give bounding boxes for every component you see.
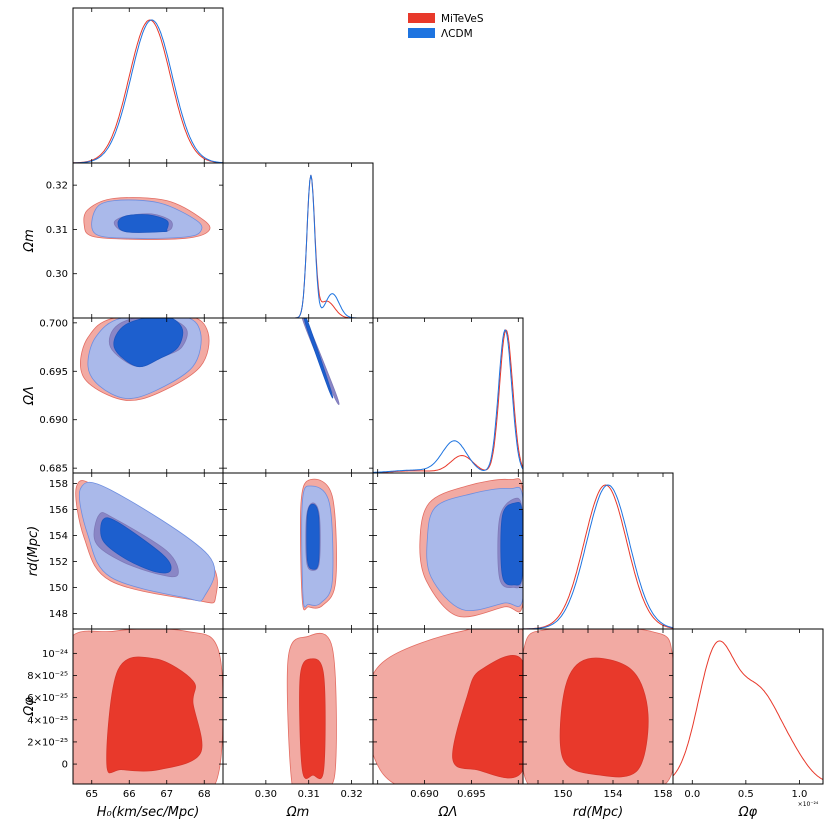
- ytick-ophi: 0: [62, 760, 68, 771]
- ytick-om: 0.32: [46, 181, 68, 192]
- ytick-ol: 0.695: [39, 367, 68, 378]
- marginal-om-mitevex: [223, 174, 373, 318]
- panel-frame-rd-rd: [522, 472, 674, 630]
- panel-frame-ol-ol: [372, 317, 524, 474]
- marginal-h0-lcdm: [73, 19, 223, 163]
- xtick-h0: 68: [198, 789, 211, 800]
- legend-swatch-lcdm: [408, 28, 435, 38]
- xtick-ophi-offset: ×10⁻²⁴: [798, 801, 819, 808]
- xtick-h0: 66: [123, 789, 136, 800]
- ylabel-ol: ΩΛ: [22, 386, 37, 406]
- ytick-om: 0.31: [46, 225, 68, 236]
- ytick-ophi: 6×10⁻²⁵: [27, 693, 68, 704]
- contour-h0-ol-lcdm-68: [113, 318, 184, 368]
- panel-frame-om-ol: [222, 317, 374, 474]
- ytick-rd: 158: [49, 479, 68, 490]
- contour-ol-ophi-mitevex-68: [452, 655, 523, 779]
- xtick-rd: 158: [653, 789, 672, 800]
- xtick-h0: 67: [160, 789, 173, 800]
- xtick-om: 0.31: [298, 789, 320, 800]
- marginal-ophi-mitevex: [673, 640, 823, 781]
- ylabel-om: Ωm: [22, 229, 37, 253]
- xlabel-ol: ΩΛ: [438, 805, 458, 820]
- xtick-h0: 65: [85, 789, 98, 800]
- ytick-ol: 0.700: [39, 318, 68, 329]
- xlabel-ophi: Ωφ: [738, 805, 758, 820]
- xtick-ophi: 0.0: [684, 789, 700, 800]
- marginal-ol-lcdm: [373, 329, 523, 473]
- xtick-rd: 150: [553, 789, 572, 800]
- ytick-rd: 148: [49, 609, 68, 620]
- xtick-ophi: 0.5: [738, 789, 754, 800]
- panel-frame-h0-om: [72, 162, 224, 319]
- xtick-om: 0.32: [340, 789, 362, 800]
- xlabel-rd: rd(Mpc): [573, 805, 623, 820]
- legend-label-mitevex: MiTeVeS: [441, 13, 484, 25]
- contour-rd-ophi-mitevex-68: [559, 657, 649, 778]
- marginal-ol-mitevex: [373, 329, 523, 473]
- legend-label-lcdm: ΛCDM: [441, 28, 473, 40]
- panel-frame-om-rd: [222, 472, 374, 630]
- xtick-ophi: 1.0: [791, 789, 807, 800]
- xtick-rd: 154: [603, 789, 622, 800]
- xtick-ol: 0.690: [410, 789, 439, 800]
- ytick-ophi: 8×10⁻²⁵: [27, 671, 68, 682]
- xtick-om: 0.30: [255, 789, 277, 800]
- ytick-ophi: 4×10⁻²⁵: [27, 715, 68, 726]
- ytick-ol: 0.685: [39, 464, 68, 475]
- panel-frame-om-om: [222, 162, 374, 319]
- ylabel-ophi: Ωφ: [22, 697, 37, 717]
- contour-h0-ophi-mitevex-68: [106, 656, 203, 774]
- contour-om-ol-lcdm-68: [303, 318, 334, 399]
- ytick-om: 0.30: [46, 269, 68, 280]
- marginal-h0-mitevex: [73, 19, 223, 163]
- contour-om-ophi-mitevex-68: [299, 658, 326, 780]
- xlabel-h0: H₀(km/sec/Mpc): [97, 805, 200, 820]
- ytick-ol: 0.690: [39, 415, 68, 426]
- ylabel-rd: rd(Mpc): [26, 526, 41, 576]
- marginal-rd-lcdm: [523, 484, 673, 629]
- xtick-ol: 0.695: [457, 789, 486, 800]
- panel-frame-ophi-ophi: [672, 628, 824, 785]
- ytick-ophi: 2×10⁻²⁵: [27, 737, 68, 748]
- ytick-rd: 156: [49, 505, 68, 516]
- contour-ol-rd-lcdm-95: [426, 486, 523, 611]
- contour-h0-rd-lcdm-68: [100, 517, 172, 574]
- marginal-om-lcdm: [223, 174, 373, 318]
- panel-frame-h0-h0: [72, 7, 224, 164]
- contour-h0-om-lcdm-68: [117, 214, 169, 233]
- ytick-rd: 154: [49, 531, 68, 542]
- ytick-ophi: 10⁻²⁴: [42, 649, 68, 660]
- xlabel-om: Ωm: [286, 805, 310, 820]
- legend-swatch-mitevex: [408, 13, 435, 23]
- ytick-rd: 150: [49, 583, 68, 594]
- legend: MiTeVeS ΛCDM: [408, 13, 484, 40]
- contour-om-rd-lcdm-68: [306, 503, 320, 570]
- marginal-rd-mitevex: [523, 484, 673, 629]
- contour-ol-rd-lcdm-68: [500, 501, 523, 586]
- ytick-rd: 152: [49, 557, 68, 568]
